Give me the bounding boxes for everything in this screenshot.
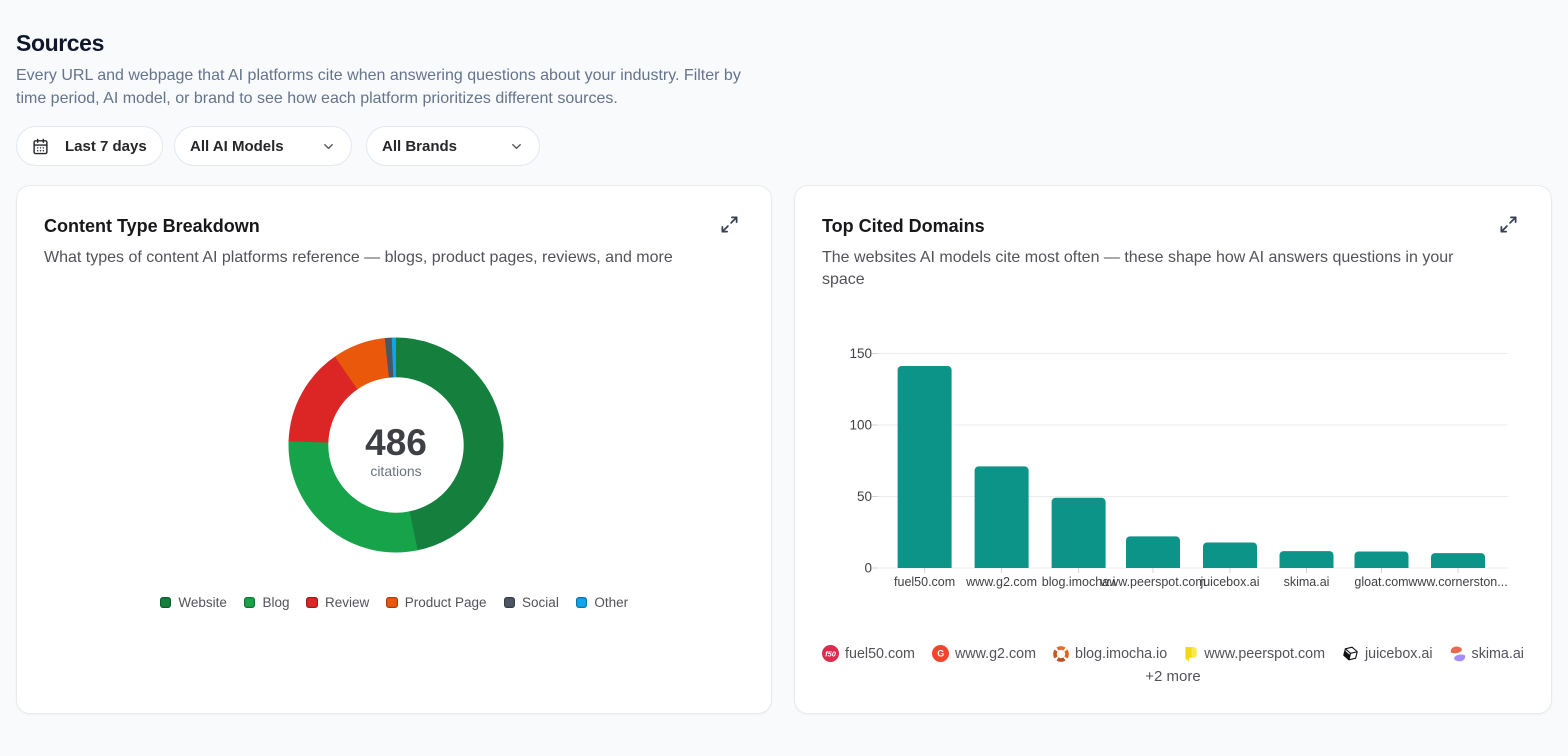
- svg-text:www.cornerston...: www.cornerston...: [1407, 575, 1507, 589]
- svg-text:100: 100: [849, 418, 872, 433]
- svg-text:gloat.com: gloat.com: [1354, 575, 1408, 589]
- svg-text:G: G: [937, 649, 944, 659]
- svg-text:50: 50: [857, 489, 872, 504]
- svg-text:0: 0: [864, 561, 872, 576]
- svg-text:skima.ai: skima.ai: [1284, 575, 1330, 589]
- svg-text:150: 150: [849, 346, 872, 361]
- svg-text:f50: f50: [825, 650, 837, 659]
- svg-text:www.g2.com: www.g2.com: [965, 575, 1037, 589]
- svg-text:www.peerspot.com: www.peerspot.com: [1099, 575, 1206, 589]
- svg-text:juicebox.ai: juicebox.ai: [1199, 575, 1259, 589]
- svg-text:blog.imocha.i: blog.imocha.i: [1042, 575, 1116, 589]
- svg-text:fuel50.com: fuel50.com: [894, 575, 955, 589]
